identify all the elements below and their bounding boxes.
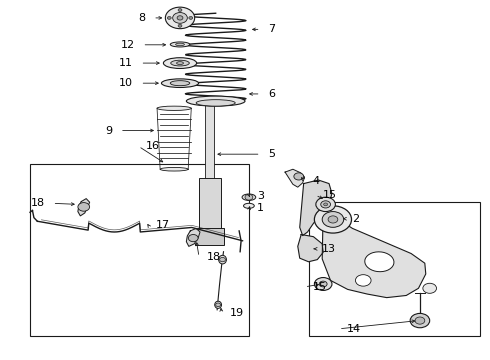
Circle shape	[165, 7, 195, 29]
Circle shape	[245, 194, 253, 200]
Ellipse shape	[170, 81, 190, 86]
Bar	[30, 164, 249, 336]
Text: 15: 15	[313, 282, 326, 292]
Text: 1: 1	[257, 203, 264, 213]
Bar	[198, 178, 220, 230]
Text: 10: 10	[119, 78, 133, 88]
Ellipse shape	[163, 58, 196, 68]
Text: 6: 6	[269, 89, 275, 99]
Text: 4: 4	[313, 176, 319, 186]
Text: 8: 8	[138, 13, 146, 23]
Bar	[195, 228, 224, 244]
Text: 5: 5	[269, 149, 275, 159]
Bar	[205, 101, 214, 180]
Text: 9: 9	[105, 126, 112, 135]
Ellipse shape	[244, 203, 254, 208]
Circle shape	[167, 17, 171, 19]
Ellipse shape	[365, 252, 394, 272]
Circle shape	[319, 281, 327, 287]
Circle shape	[315, 278, 332, 291]
Text: 15: 15	[323, 190, 337, 200]
Circle shape	[177, 16, 183, 20]
Text: 17: 17	[156, 220, 170, 230]
Ellipse shape	[157, 106, 191, 111]
Circle shape	[355, 275, 371, 286]
Circle shape	[324, 203, 328, 206]
Text: 2: 2	[352, 214, 360, 224]
Circle shape	[216, 303, 220, 307]
Polygon shape	[322, 211, 426, 298]
Ellipse shape	[171, 60, 189, 66]
Text: 3: 3	[257, 191, 264, 201]
Ellipse shape	[242, 194, 256, 201]
Circle shape	[410, 314, 430, 328]
Ellipse shape	[215, 301, 221, 309]
Text: 16: 16	[147, 141, 160, 151]
Ellipse shape	[161, 79, 198, 87]
Ellipse shape	[175, 43, 184, 46]
Text: 11: 11	[119, 58, 133, 68]
Circle shape	[415, 317, 425, 324]
Text: 18: 18	[207, 252, 221, 262]
Circle shape	[322, 212, 343, 227]
Polygon shape	[78, 199, 90, 216]
Circle shape	[220, 257, 225, 262]
Circle shape	[321, 201, 331, 208]
Polygon shape	[285, 169, 305, 187]
Text: 12: 12	[121, 40, 135, 50]
Circle shape	[315, 206, 351, 233]
Ellipse shape	[176, 62, 183, 64]
Ellipse shape	[170, 42, 190, 47]
Text: 13: 13	[322, 244, 336, 254]
Text: 14: 14	[346, 324, 361, 334]
Circle shape	[78, 203, 90, 211]
Circle shape	[189, 17, 193, 19]
Polygon shape	[300, 180, 332, 235]
Circle shape	[423, 283, 437, 293]
Ellipse shape	[160, 167, 188, 171]
Ellipse shape	[196, 100, 235, 106]
Text: 18: 18	[30, 198, 45, 208]
Polygon shape	[298, 234, 323, 262]
Circle shape	[294, 173, 304, 180]
Ellipse shape	[219, 255, 226, 264]
Circle shape	[178, 24, 182, 27]
Polygon shape	[186, 228, 200, 246]
Ellipse shape	[186, 96, 245, 106]
Text: 7: 7	[269, 24, 275, 35]
Circle shape	[172, 13, 187, 23]
Bar	[309, 202, 480, 336]
Circle shape	[316, 197, 335, 212]
Circle shape	[188, 234, 198, 242]
Circle shape	[178, 9, 182, 12]
Text: 19: 19	[229, 309, 244, 318]
Circle shape	[328, 216, 338, 223]
